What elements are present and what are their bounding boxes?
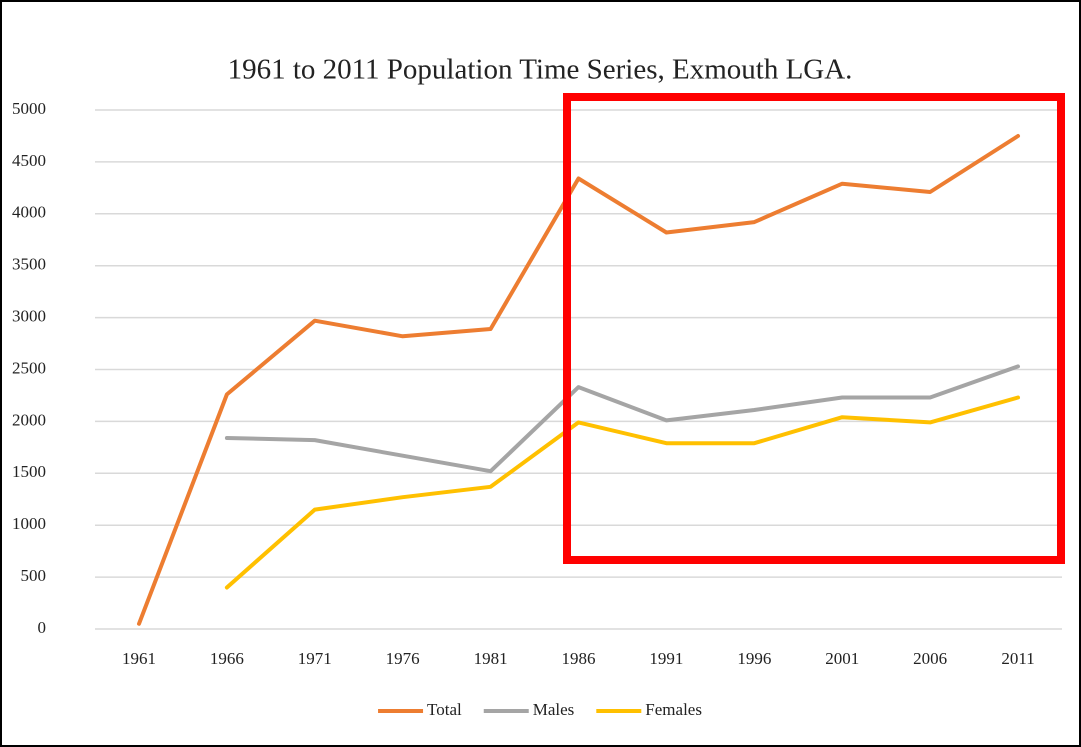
legend-label: Total xyxy=(427,700,462,719)
y-tick-label: 1000 xyxy=(12,514,46,533)
series-line xyxy=(224,395,1020,590)
x-tick-label: 1996 xyxy=(737,649,771,668)
x-tick-label: 1966 xyxy=(210,649,244,668)
series-line xyxy=(224,364,1020,474)
legend-label: Males xyxy=(533,700,575,719)
y-tick-label: 0 xyxy=(38,618,47,637)
x-tick-label: 1991 xyxy=(649,649,683,668)
x-tick-label: 1986 xyxy=(562,649,596,668)
y-tick-label: 3500 xyxy=(12,255,46,274)
legend-label: Females xyxy=(645,700,702,719)
chart-title: 1961 to 2011 Population Time Series, Exm… xyxy=(228,54,853,86)
y-tick-label: 4500 xyxy=(12,151,46,170)
x-tick-label: 1971 xyxy=(298,649,332,668)
highlight-box xyxy=(563,93,1065,564)
y-tick-label: 4000 xyxy=(12,203,46,222)
legend-item: Total xyxy=(378,700,462,719)
y-tick-label: 500 xyxy=(21,566,47,585)
x-tick-label: 2001 xyxy=(825,649,859,668)
x-tick-label: 2006 xyxy=(913,649,947,668)
x-tick-label: 2011 xyxy=(1001,649,1034,668)
y-tick-label: 1500 xyxy=(12,462,46,481)
x-tick-label: 1981 xyxy=(474,649,508,668)
y-tick-label: 2500 xyxy=(12,358,46,377)
x-tick-label: 1976 xyxy=(386,649,420,668)
legend-item: Males xyxy=(483,700,575,719)
y-tick-label: 3000 xyxy=(12,307,46,326)
y-tick-label: 2000 xyxy=(12,410,46,429)
x-tick-label: 1961 xyxy=(122,649,156,668)
series-line xyxy=(137,134,1020,626)
y-tick-label: 5000 xyxy=(12,99,46,118)
legend-item: Females xyxy=(596,700,702,719)
